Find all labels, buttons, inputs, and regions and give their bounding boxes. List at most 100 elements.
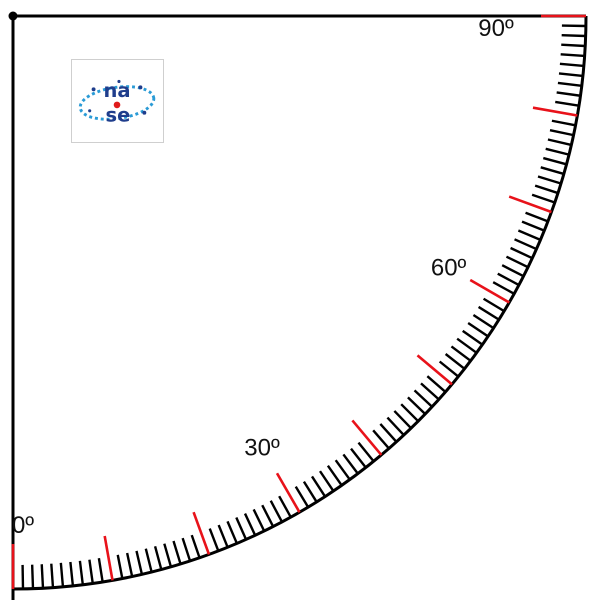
minor-tick [252,508,266,532]
minor-tick [97,558,104,583]
minor-tick [243,513,257,536]
logo-text-bottom: se [106,104,131,127]
major-tick [103,535,114,581]
minor-tick [438,360,460,378]
minor-tick [50,563,55,588]
minor-tick [181,537,192,562]
minor-tick [505,255,529,269]
minor-tick [559,62,584,68]
minor-tick [226,520,238,544]
logo-text-top: na [103,79,130,102]
minor-tick [542,156,567,166]
minor-tick [560,53,585,58]
minor-tick [278,495,292,518]
minor-tick [547,138,572,147]
minor-tick [144,548,153,573]
minor-tick [302,480,318,503]
minor-tick [521,220,545,232]
minor-tick [444,353,466,370]
minor-tick [135,550,144,575]
minor-tick [400,403,420,423]
minor-tick [190,534,201,559]
pivot-dot [8,11,18,21]
major-tick [416,354,453,386]
minor-tick [517,229,541,241]
minor-tick [334,459,351,481]
minor-tick [269,500,284,523]
major-tick [508,195,552,214]
minor-tick [78,560,85,585]
degree-label-90: 90º [478,15,514,42]
minor-tick [261,504,275,528]
degree-label-30: 30º [244,434,280,461]
minor-tick [537,175,562,185]
minor-tick [561,43,586,48]
minor-tick [40,564,45,589]
minor-tick [172,540,182,565]
minor-tick [514,238,537,251]
minor-tick [350,447,367,469]
major-tick [469,278,510,304]
minor-tick [497,272,520,287]
minor-tick [393,410,412,430]
minor-tick [163,543,173,568]
degree-labels: 0º 30º 60º 90º [12,15,514,539]
major-tick [351,419,383,456]
minor-tick [561,33,586,38]
minor-tick [525,211,549,223]
minor-tick [235,517,248,540]
minor-tick [413,389,433,408]
minor-tick [540,166,565,176]
minor-tick [420,382,440,401]
minor-tick [357,441,375,463]
minor-tick [319,470,335,492]
minor-tick [217,524,229,548]
minor-tick [531,193,556,204]
minor-tick [294,485,310,508]
minor-tick [534,184,559,195]
minor-tick [462,329,484,346]
minor-tick [69,561,75,586]
minor-tick [372,429,390,450]
major-tick [192,511,211,555]
minor-tick [551,119,576,127]
minor-tick [510,246,533,260]
tick-marks [11,14,586,589]
minor-tick [556,91,581,97]
minor-tick [116,554,124,579]
minor-tick [477,305,500,321]
minor-tick [501,264,525,278]
minor-tick [386,416,405,436]
nase-logo-icon: na se [78,79,156,127]
degree-label-0: 0º [12,512,34,539]
minor-tick [88,559,94,584]
minor-tick [30,564,35,589]
minor-tick [482,297,505,313]
minor-tick [472,314,495,330]
major-tick [275,472,301,513]
outer-arc [12,15,588,591]
major-tick [532,106,578,117]
minor-tick [545,147,570,156]
minor-tick [311,475,327,498]
minor-tick [125,552,134,577]
minor-tick [426,375,447,393]
minor-tick [407,396,427,415]
minor-tick [153,545,163,570]
minor-tick [456,337,478,354]
minor-tick [379,423,398,443]
minor-tick [450,345,472,362]
minor-tick [467,322,489,338]
minor-tick [342,453,359,475]
minor-tick [558,72,583,78]
minor-tick [59,562,65,587]
minor-tick [555,100,580,107]
minor-tick [326,465,343,487]
minor-tick [549,128,574,137]
degree-label-60: 60º [431,255,467,282]
minor-tick [557,81,582,88]
nase-logo: na se [71,59,164,143]
minor-tick [492,281,515,295]
minor-tick [208,528,220,552]
